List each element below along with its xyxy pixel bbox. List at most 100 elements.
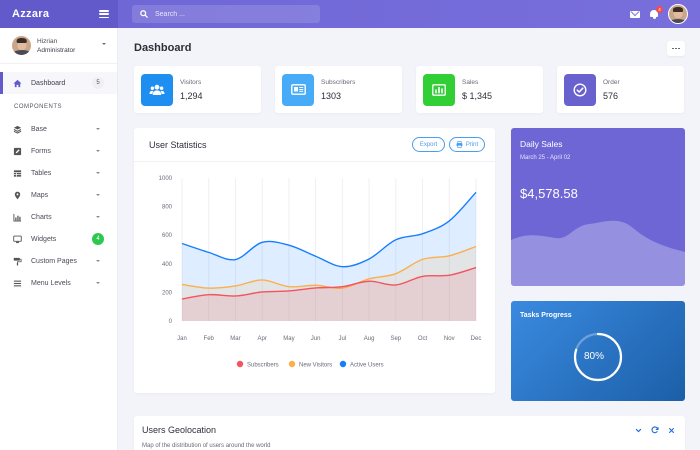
home-icon <box>13 79 22 88</box>
x-tick-label: Mar <box>230 336 240 342</box>
y-tick-label: 800 <box>162 205 173 211</box>
user-statistics-card: User Statistics Export Print Jan Feb Mar Ap… <box>134 128 495 393</box>
series-line <box>181 191 477 268</box>
daily-sales-card: Daily Sales March 25 - April 02 $4,578.5… <box>511 128 685 286</box>
print-label: Print <box>465 141 479 148</box>
sidebar-item-label: Widgets <box>31 235 57 243</box>
legend-marker <box>288 360 296 368</box>
more-options-button[interactable] <box>667 41 685 56</box>
stat-label: Subscribers <box>321 78 356 86</box>
top-bar: Azzara 4 <box>0 0 700 28</box>
stat-card-sales: Sales $ 1,345 <box>416 66 543 113</box>
stat-value: 1,294 <box>180 90 203 101</box>
series-area <box>182 267 476 321</box>
tasks-progress-title: Tasks Progress <box>520 312 572 319</box>
stat-label: Order <box>603 78 620 86</box>
sidebar-item-custom-pages[interactable]: Custom Pages <box>0 250 117 272</box>
sidebar-item-label: Custom Pages <box>31 257 77 265</box>
brand-header: Azzara <box>0 0 118 28</box>
legend-marker <box>339 360 347 368</box>
series-line <box>181 266 477 300</box>
bar-chart-icon <box>13 213 22 222</box>
sidebar-item-forms[interactable]: Forms <box>0 140 117 162</box>
sidebar-item-label: Base <box>31 125 47 133</box>
tasks-progress-percent: 80% <box>584 351 605 362</box>
search-icon[interactable] <box>140 10 148 18</box>
widgets-badge: 4 <box>92 233 104 245</box>
sidebar-item-menu-levels[interactable]: Menu Levels <box>0 272 117 294</box>
x-tick-label: May <box>283 336 294 342</box>
sidebar-item-maps[interactable]: Maps <box>0 184 117 206</box>
search-input[interactable] <box>155 10 305 18</box>
print-button[interactable]: Print <box>449 137 485 152</box>
x-tick-label: Dec <box>471 336 482 342</box>
stat-card-order: Order 576 <box>557 66 684 113</box>
legend-label: Active Users <box>350 363 384 369</box>
daily-sales-title: Daily Sales <box>520 139 563 149</box>
geolocation-title: Users Geolocation <box>142 425 217 435</box>
daily-sales-date: March 25 - April 02 <box>520 155 571 161</box>
users-geolocation-card: Users Geolocation Map of the distributio… <box>134 416 685 450</box>
newspaper-icon <box>282 73 314 106</box>
chevron-down-icon <box>96 194 100 196</box>
refresh-icon[interactable] <box>651 426 659 434</box>
legend-label: Subscribers <box>247 363 279 369</box>
page-title: Dashboard <box>134 42 192 54</box>
daily-sales-amount: $4,578.58 <box>520 186 578 201</box>
x-tick-label: Sep <box>390 336 401 342</box>
series-area <box>182 246 476 321</box>
chart-bar-icon <box>423 73 455 106</box>
notification-badge: 4 <box>656 6 663 13</box>
sidebar-item-charts[interactable]: Charts <box>0 206 117 228</box>
sidebar-section-label: COMPONENTS <box>14 104 63 110</box>
sidebar-item-label: Dashboard <box>31 79 66 87</box>
bell-icon[interactable]: 4 <box>649 6 663 19</box>
sidebar-item-tables[interactable]: Tables <box>0 162 117 184</box>
chevron-down-icon <box>96 216 100 218</box>
menu-toggle-icon[interactable] <box>99 10 109 18</box>
pen-square-icon <box>13 147 22 156</box>
chevron-down-icon[interactable] <box>635 427 642 434</box>
sidebar: Hizrian Administrator Dashboard 5 COMPON… <box>0 28 118 450</box>
geolocation-actions <box>635 426 675 434</box>
brand-logo[interactable]: Azzara <box>12 8 50 20</box>
user-avatar[interactable] <box>668 4 688 24</box>
y-tick-label: 600 <box>162 233 173 239</box>
x-tick-label: Nov <box>444 336 455 342</box>
stat-value: 576 <box>603 90 619 101</box>
bars-icon <box>13 279 22 288</box>
sidebar-item-base[interactable]: Base <box>0 118 117 140</box>
sidebar-item-label: Tables <box>31 169 52 177</box>
y-tick-label: 1000 <box>159 176 173 182</box>
user-profile[interactable]: Hizrian Administrator <box>0 28 117 64</box>
nav-icons: 4 <box>630 4 688 24</box>
stat-card-subscribers: Subscribers 1303 <box>275 66 402 113</box>
chevron-down-icon[interactable] <box>102 43 106 45</box>
chevron-down-icon <box>96 172 100 174</box>
x-tick-label: Jan <box>177 336 187 342</box>
stat-card-visitors: Visitors 1,294 <box>134 66 261 113</box>
profile-avatar <box>12 36 31 55</box>
sidebar-item-label: Charts <box>31 213 52 221</box>
card-divider <box>134 161 495 162</box>
search-box <box>132 5 320 23</box>
profile-role: Administrator <box>37 46 76 54</box>
x-tick-label: Jun <box>311 336 321 342</box>
sidebar-item-label: Maps <box>31 191 49 199</box>
close-icon[interactable] <box>668 427 675 434</box>
sidebar-item-widgets[interactable]: Widgets 4 <box>0 228 117 250</box>
legend-label: New Visitors <box>299 363 332 369</box>
envelope-icon[interactable] <box>630 10 640 18</box>
y-tick-label: 0 <box>169 319 173 325</box>
stat-label: Sales <box>462 78 479 86</box>
dashboard-badge: 5 <box>92 77 104 89</box>
legend-marker <box>236 360 244 368</box>
profile-name: Hizrian <box>37 37 58 45</box>
x-tick-label: Aug <box>364 336 375 342</box>
navbar: 4 <box>118 0 700 28</box>
export-button[interactable]: Export <box>412 137 445 152</box>
sidebar-item-dashboard[interactable]: Dashboard 5 <box>0 72 117 94</box>
chevron-down-icon <box>96 260 100 262</box>
tasks-progress-card: Tasks Progress 80% <box>511 301 685 401</box>
stat-value: 1303 <box>321 90 342 101</box>
